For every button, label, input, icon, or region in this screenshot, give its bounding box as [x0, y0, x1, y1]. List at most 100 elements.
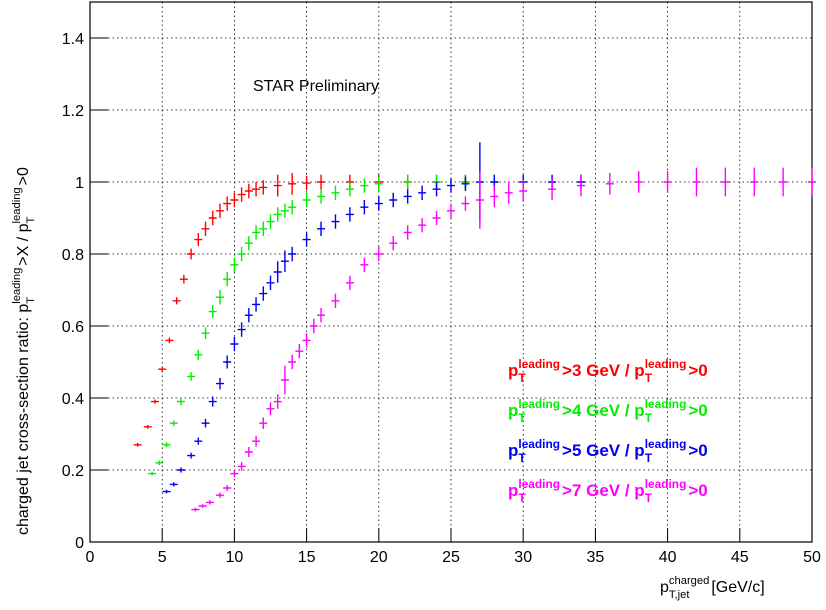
data-point — [721, 167, 730, 197]
data-point — [215, 377, 224, 390]
label-text: >4 GeV / p — [562, 401, 645, 420]
label-sup: charged — [669, 575, 709, 587]
data-point — [244, 446, 253, 458]
data-point — [345, 275, 354, 290]
data-point — [259, 221, 268, 236]
data-point — [187, 372, 196, 381]
label-sup: leading — [11, 268, 23, 304]
x-tick-label: 25 — [442, 549, 460, 566]
legend-entry: pTleading >4 GeV / pTleading >0 — [508, 397, 708, 425]
x-tick-label: 15 — [298, 549, 316, 566]
label-sub: T — [518, 411, 526, 425]
data-point — [273, 174, 282, 197]
data-point — [266, 402, 275, 416]
data-point — [191, 507, 200, 512]
label-sup: leading — [645, 357, 687, 371]
data-point — [461, 176, 470, 191]
data-point — [208, 396, 217, 407]
data-point — [155, 460, 164, 465]
data-point — [331, 185, 340, 200]
data-point — [317, 221, 326, 236]
label-sup: leading — [518, 397, 560, 411]
data-point — [162, 442, 171, 448]
data-point — [280, 365, 289, 395]
data-point — [302, 333, 311, 348]
data-point — [201, 327, 210, 339]
x-axis-label: pT,jet charged [GeV/c] — [660, 575, 765, 601]
label-sub: T — [645, 371, 653, 385]
x-tick-label: 20 — [370, 549, 388, 566]
data-point — [215, 290, 224, 305]
label-text: [GeV/c] — [711, 579, 764, 596]
data-point — [252, 297, 261, 312]
data-point — [309, 318, 318, 334]
label-sub: T,jet — [669, 589, 690, 601]
data-point — [143, 425, 152, 429]
data-point — [169, 420, 178, 427]
label-sub: T — [645, 491, 653, 505]
data-point — [374, 246, 383, 262]
data-point — [158, 366, 167, 372]
data-point — [223, 355, 232, 369]
data-point — [317, 174, 326, 190]
data-point — [576, 174, 585, 197]
data-point — [162, 489, 171, 494]
data-point — [447, 178, 455, 193]
data-point — [273, 261, 282, 283]
label-sup: leading — [645, 437, 687, 451]
data-point — [165, 337, 174, 344]
data-point — [194, 437, 203, 445]
data-point — [432, 182, 441, 197]
data-point — [187, 452, 196, 459]
label-text: p — [660, 579, 669, 596]
data-point — [172, 297, 181, 305]
data-point — [345, 207, 354, 222]
label-text: >0 — [688, 401, 707, 420]
data-point — [432, 210, 441, 226]
data-point — [194, 233, 203, 247]
data-point — [230, 257, 239, 272]
data-point — [244, 183, 253, 199]
data-point — [205, 500, 214, 505]
data-point — [317, 189, 326, 204]
label-text: >7 GeV / p — [562, 481, 645, 500]
data-point — [692, 167, 701, 197]
data-point — [302, 192, 311, 208]
label-sub: T — [645, 411, 653, 425]
y-tick-label: 0.2 — [62, 463, 84, 480]
label-sup: leading — [518, 477, 560, 491]
data-point — [201, 418, 210, 428]
data-point — [223, 485, 232, 491]
data-point — [223, 272, 232, 287]
data-point — [605, 173, 614, 195]
data-point — [750, 167, 759, 197]
data-point — [548, 178, 557, 200]
data-point — [461, 196, 470, 211]
data-point — [237, 187, 246, 202]
data-point — [374, 176, 383, 191]
data-point — [208, 210, 217, 226]
data-point — [418, 185, 427, 200]
data-point — [447, 203, 455, 218]
annotation: STAR Preliminary — [253, 78, 379, 95]
data-point — [179, 274, 188, 284]
data-point — [280, 203, 289, 218]
y-tick-label: 0 — [75, 535, 84, 552]
x-tick-label: 35 — [587, 549, 605, 566]
data-point — [389, 192, 398, 208]
data-point — [403, 225, 412, 240]
data-point — [403, 189, 412, 204]
label-sub: T — [518, 371, 526, 385]
data-point — [215, 203, 224, 218]
data-point — [302, 232, 311, 247]
data-point — [288, 354, 297, 370]
y-tick-label: 0.8 — [62, 247, 84, 264]
data-point — [259, 417, 268, 429]
data-point — [176, 467, 185, 473]
data-point — [266, 214, 275, 229]
x-tick-label: 10 — [226, 549, 244, 566]
data-point — [237, 322, 246, 337]
data-point — [237, 246, 246, 262]
data-point — [490, 185, 499, 208]
